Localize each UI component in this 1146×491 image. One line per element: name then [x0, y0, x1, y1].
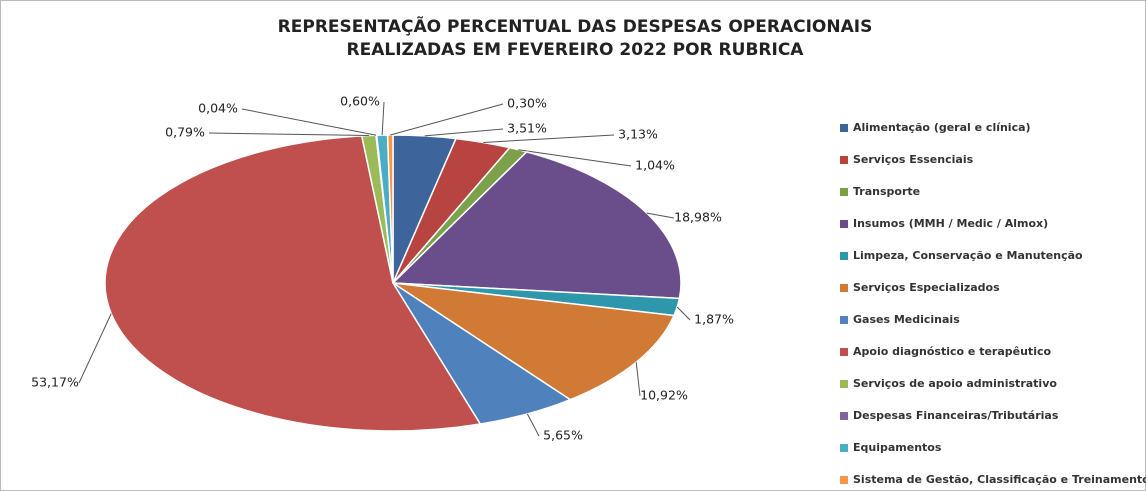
leader-line: [483, 134, 615, 143]
data-label: 0,04%: [198, 101, 238, 116]
leader-line: [676, 306, 691, 321]
legend-swatch: [840, 284, 848, 292]
data-label: 3,13%: [618, 127, 658, 142]
chart-title: REALIZADAS EM FEVEREIRO 2022 POR RUBRICA: [347, 40, 805, 60]
legend-label: Serviços Especializados: [853, 281, 1000, 294]
legend: Alimentação (geral e clínica) Serviços Es…: [840, 121, 1146, 486]
data-label: 0,60%: [340, 94, 380, 109]
legend-label: Gases Medicinais: [853, 313, 960, 326]
legend-label: Despesas Financeiras/Tributárias: [853, 409, 1059, 422]
chart-title: REPRESENTAÇÃO PERCENTUAL DAS DESPESAS OP…: [278, 14, 873, 37]
legend-swatch: [840, 156, 848, 164]
leader-line: [241, 108, 377, 136]
data-label: 0,79%: [165, 125, 205, 140]
leader-line: [78, 313, 112, 384]
data-label: 0,30%: [507, 96, 547, 111]
legend-swatch: [840, 316, 848, 324]
data-label: 5,65%: [543, 428, 583, 443]
legend-swatch: [840, 412, 848, 420]
pie-slice: [391, 151, 682, 300]
legend-swatch: [840, 380, 848, 388]
legend-label: Equipamentos: [853, 441, 942, 454]
leader-line: [646, 212, 675, 219]
legend-label: Alimentação (geral e clínica): [853, 121, 1031, 134]
legend-swatch: [840, 476, 848, 484]
legend-swatch: [840, 348, 848, 356]
leader-line: [526, 413, 540, 437]
legend-label: Serviços de apoio administrativo: [853, 377, 1057, 390]
data-label: 3,51%: [507, 121, 547, 136]
legend-label: Transporte: [853, 185, 920, 198]
legend-swatch: [840, 220, 848, 228]
legend-label: Sistema de Gestão, Classificação e Trein…: [853, 473, 1146, 486]
leader-line: [381, 101, 385, 136]
data-label: 1,87%: [694, 312, 734, 327]
pie-slice: [392, 282, 676, 401]
leader-line: [208, 132, 369, 137]
legend-swatch: [840, 124, 848, 132]
leader-line: [390, 103, 504, 136]
pie-slice: [104, 135, 482, 432]
data-label: 10,92%: [640, 388, 688, 403]
data-label: 18,98%: [674, 210, 722, 225]
legend-swatch: [840, 252, 848, 260]
legend-label: Serviços Essenciais: [853, 153, 974, 166]
data-label: 53,17%: [31, 375, 79, 390]
legend-swatch: [840, 188, 848, 196]
legend-swatch: [840, 444, 848, 452]
legend-label: Limpeza, Conservação e Manutenção: [853, 249, 1083, 262]
legend-label: Insumos (MMH / Medic / Almox): [853, 217, 1048, 230]
leader-line: [635, 362, 641, 397]
leader-line: [518, 149, 632, 167]
data-label: 1,04%: [635, 158, 675, 173]
pie: 3,51% 3,13% 1,04% 18,98% 1,87% 10,92% 5,65% 53,…: [31, 94, 734, 443]
leader-line: [424, 128, 504, 137]
legend-label: Apoio diagnóstico e terapêutico: [853, 345, 1051, 358]
